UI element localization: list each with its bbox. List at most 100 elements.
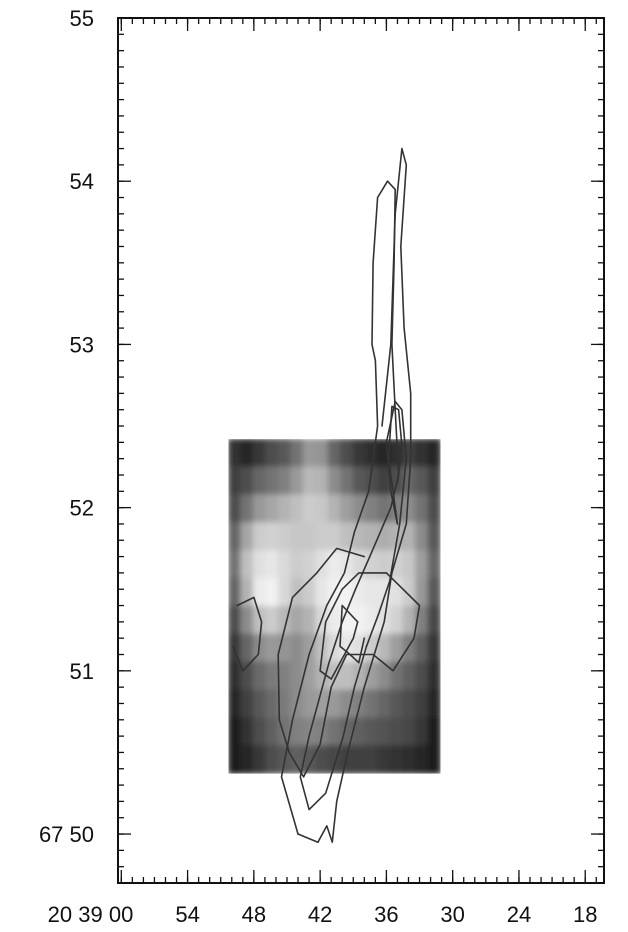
- image-pixel: [415, 466, 429, 496]
- image-pixel: [290, 494, 304, 524]
- image-pixel: [252, 689, 267, 719]
- contour-line-core: [339, 604, 366, 664]
- image-pixel: [252, 605, 267, 635]
- image-pixel: [402, 661, 417, 691]
- image-pixel: [427, 661, 441, 691]
- image-pixel: [377, 745, 392, 774]
- image-pixel: [365, 550, 379, 579]
- image-pixel: [228, 661, 242, 691]
- image-pixel: [302, 661, 317, 691]
- image-pixel: [240, 522, 254, 552]
- image-pixel: [290, 661, 304, 691]
- x-tick-label: 36: [374, 902, 398, 927]
- image-pixel: [277, 550, 292, 579]
- image-pixel: [427, 494, 441, 524]
- image-pixel: [252, 439, 267, 468]
- image-pixel: [415, 550, 429, 579]
- image-pixel: [352, 633, 367, 663]
- x-tick-label: 24: [507, 902, 531, 927]
- image-pixel: [240, 605, 254, 635]
- image-pixel: [290, 605, 304, 635]
- contour-line-jet: [299, 180, 400, 811]
- image-pixel: [365, 494, 379, 524]
- image-pixel: [427, 605, 441, 635]
- image-pixel: [265, 522, 279, 552]
- image-pixel: [315, 522, 329, 552]
- image-pixel: [427, 689, 441, 719]
- contour-line-spot: [232, 596, 263, 672]
- image-pixel: [340, 522, 354, 552]
- contour-line-core: [277, 547, 421, 778]
- x-tick-label: 54: [175, 902, 199, 927]
- image-pixel: [240, 633, 254, 663]
- image-pixel: [228, 466, 242, 496]
- image-pixel: [390, 689, 404, 719]
- plot-frame: [117, 17, 605, 884]
- image-pixel: [302, 577, 317, 607]
- image-pixel: [327, 605, 342, 635]
- image-pixel: [427, 717, 441, 747]
- image-pixel: [240, 466, 254, 496]
- image-pixel: [252, 577, 267, 607]
- image-pixel: [240, 689, 254, 719]
- image-pixel: [327, 466, 342, 496]
- x-tick-label: 48: [242, 902, 266, 927]
- image-pixel: [327, 550, 342, 579]
- image-pixel: [265, 494, 279, 524]
- image-pixel: [252, 745, 267, 774]
- image-pixel: [302, 689, 317, 719]
- image-pixel: [352, 717, 367, 747]
- image-pixel: [377, 466, 392, 496]
- image-pixel: [252, 550, 267, 579]
- image-pixel: [228, 689, 242, 719]
- image-pixel: [265, 633, 279, 663]
- image-pixel: [402, 577, 417, 607]
- image-pixel: [302, 439, 317, 468]
- image-pixel: [240, 717, 254, 747]
- image-pixel: [365, 605, 379, 635]
- image-pixel: [252, 661, 267, 691]
- image-pixel: [228, 745, 242, 774]
- image-pixel: [265, 439, 279, 468]
- contour-line-jet: [365, 400, 408, 648]
- image-pixel: [327, 439, 342, 468]
- image-pixel: [302, 550, 317, 579]
- image-pixel: [290, 522, 304, 552]
- image-pixel: [315, 494, 329, 524]
- image-pixel: [402, 717, 417, 747]
- image-pixel: [228, 439, 242, 468]
- image-pixel: [315, 689, 329, 719]
- image-pixel: [427, 745, 441, 774]
- image-pixel: [377, 494, 392, 524]
- image-pixel: [265, 605, 279, 635]
- image-pixel: [302, 466, 317, 496]
- image-pixel: [277, 661, 292, 691]
- y-tick-label: 54: [70, 169, 94, 194]
- image-pixel: [290, 439, 304, 468]
- image-pixel: [390, 605, 404, 635]
- x-tick-label: 42: [308, 902, 332, 927]
- image-pixel: [390, 633, 404, 663]
- image-pixel: [265, 717, 279, 747]
- image-pixel: [377, 550, 392, 579]
- image-pixel: [340, 494, 354, 524]
- image-pixel: [290, 466, 304, 496]
- image-pixel: [365, 717, 379, 747]
- intensity-image: [228, 439, 441, 774]
- image-pixel: [277, 494, 292, 524]
- image-pixel: [352, 577, 367, 607]
- image-pixel: [352, 439, 367, 468]
- x-tick-label: 18: [573, 902, 597, 927]
- image-pixel: [377, 717, 392, 747]
- contour-line-jet: [387, 405, 403, 525]
- image-pixel: [327, 717, 342, 747]
- image-pixel: [427, 577, 441, 607]
- contour-line-jet: [297, 147, 412, 844]
- image-pixel: [427, 633, 441, 663]
- image-pixel: [240, 550, 254, 579]
- image-pixel: [315, 661, 329, 691]
- image-pixel: [390, 717, 404, 747]
- image-pixel: [265, 550, 279, 579]
- image-pixel: [427, 466, 441, 496]
- image-pixel: [302, 522, 317, 552]
